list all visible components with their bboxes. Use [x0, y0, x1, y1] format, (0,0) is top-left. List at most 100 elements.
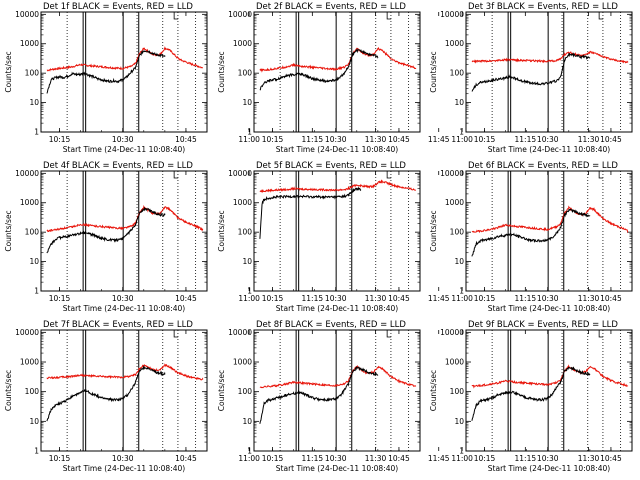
x-tick-label: 11:15 — [302, 294, 324, 303]
x-tick-label: 10:45 — [600, 135, 622, 144]
y-tick-label: 100 — [25, 228, 40, 237]
series-line-events — [259, 48, 379, 91]
x-tick-label: 10:45 — [388, 454, 410, 463]
y-axis-label: Counts/sec — [4, 51, 13, 92]
series-line-lld — [259, 365, 417, 389]
y-tick-label: 1000 — [233, 198, 252, 207]
series-line-lld — [46, 204, 204, 233]
plot-frame — [253, 170, 421, 292]
panel-det-1: Det 1f BLACK = Events, RED = LLD 1 10 100 10… — [4, 2, 450, 154]
y-tick-label: 10000 — [440, 328, 464, 337]
y-tick-label: 1 — [459, 128, 464, 137]
y-axis-label: Counts/sec — [429, 210, 438, 251]
x-tick-label: 11:00 — [451, 454, 473, 463]
panel-title: Det 8f BLACK = Events, RED = LLD — [256, 320, 406, 330]
panel-title: Det 3f BLACK = Events, RED = LLD — [468, 2, 618, 12]
panel-det-8: Det 8f BLACK = Events, RED = LLD 1 10 100 10… — [217, 320, 600, 473]
x-axis-label: Start Time (24-Dec-11 10:08:40) — [276, 464, 398, 473]
x-tick-label: 10:45 — [600, 454, 622, 463]
panel-det-2: Det 2f BLACK = Events, RED = LLD 1 10 100 10… — [217, 2, 600, 154]
x-tick-label: 11:00 — [238, 294, 260, 303]
y-tick-label: 10 — [29, 98, 39, 107]
x-tick-label: 11:45 — [428, 294, 450, 303]
x-tick-label: 11:00 — [451, 135, 473, 144]
series-line-lld — [259, 46, 417, 73]
plot-frame — [40, 170, 208, 292]
x-axis-label: Start Time (24-Dec-11 10:08:40) — [488, 464, 610, 473]
x-tick-label: 11:30 — [365, 135, 387, 144]
series-line-events — [259, 186, 362, 239]
y-tick-label: 1000 — [445, 198, 464, 207]
y-tick-label: 10 — [242, 257, 252, 266]
x-tick-label: 11:30 — [365, 294, 387, 303]
x-tick-label: 10:45 — [175, 454, 197, 463]
y-tick-label: 100 — [450, 387, 465, 396]
x-axis-label: Start Time (24-Dec-11 10:08:40) — [276, 304, 398, 313]
x-tick-label: 10:30 — [537, 294, 559, 303]
x-tick-label: 10:30 — [112, 135, 134, 144]
x-tick-label: 10:15 — [474, 135, 496, 144]
y-axis-label: Counts/sec — [217, 51, 226, 92]
y-tick-label: 1 — [34, 128, 39, 137]
corner-marker — [598, 171, 604, 179]
panel-title: Det 9f BLACK = Events, RED = LLD — [468, 320, 618, 330]
panel-title: Det 5f BLACK = Events, RED = LLD — [256, 161, 406, 171]
y-tick-label: 10000 — [440, 10, 464, 19]
y-tick-label: 1 — [34, 447, 39, 456]
y-tick-label: 10 — [29, 417, 39, 426]
series-line-events — [471, 51, 591, 92]
panel-title: Det 7f BLACK = Events, RED = LLD — [43, 320, 193, 330]
x-tick-label: 10:15 — [49, 135, 71, 144]
y-axis-label: Counts/sec — [217, 370, 226, 411]
y-tick-label: 1000 — [20, 198, 39, 207]
y-tick-label: 1 — [34, 287, 39, 296]
series-line-lld — [259, 179, 417, 193]
plot-frame — [465, 11, 633, 133]
corner-marker — [598, 330, 604, 338]
x-tick-label: 11:30 — [578, 135, 600, 144]
y-axis-label: Counts/sec — [429, 370, 438, 411]
x-axis-label: Start Time (24-Dec-11 10:08:40) — [63, 304, 185, 313]
y-tick-label: 1 — [459, 447, 464, 456]
y-axis-label: Counts/sec — [217, 210, 226, 251]
x-tick-label: 10:30 — [537, 454, 559, 463]
x-tick-label: 10:15 — [49, 294, 71, 303]
y-tick-label: 10000 — [15, 10, 39, 19]
x-tick-label: 10:15 — [262, 454, 284, 463]
y-tick-label: 1000 — [20, 358, 39, 367]
y-tick-label: 10 — [29, 257, 39, 266]
x-tick-label: 11:00 — [238, 135, 260, 144]
y-tick-label: 1000 — [233, 39, 252, 48]
x-axis-label: Start Time (24-Dec-11 10:08:40) — [488, 145, 610, 154]
y-tick-label: 1 — [247, 447, 252, 456]
x-tick-label: 11:30 — [365, 454, 387, 463]
x-axis-label: Start Time (24-Dec-11 10:08:40) — [276, 145, 398, 154]
x-tick-label: 10:45 — [175, 294, 197, 303]
y-tick-label: 10000 — [228, 10, 252, 19]
y-tick-label: 1000 — [233, 358, 252, 367]
y-tick-label: 100 — [450, 69, 465, 78]
series-line-lld — [471, 205, 629, 234]
y-tick-label: 10 — [454, 257, 464, 266]
series-line-lld — [46, 46, 203, 72]
y-axis-label: Counts/sec — [4, 370, 13, 411]
corner-marker — [173, 12, 179, 20]
y-tick-label: 10 — [454, 98, 464, 107]
x-tick-label: 11:15 — [515, 454, 537, 463]
x-axis-label: Start Time (24-Dec-11 10:08:40) — [488, 304, 610, 313]
y-tick-label: 10000 — [15, 328, 39, 337]
y-tick-label: 100 — [25, 387, 40, 396]
y-tick-label: 1 — [247, 287, 252, 296]
y-tick-label: 10 — [454, 417, 464, 426]
panel-det-3: Det 3f BLACK = Events, RED = LLD 1 10 100 10… — [429, 2, 633, 154]
x-tick-label: 10:30 — [112, 454, 134, 463]
x-tick-label: 10:30 — [325, 135, 347, 144]
x-tick-label: 11:00 — [238, 454, 260, 463]
x-tick-label: 10:15 — [262, 294, 284, 303]
plot-frame — [40, 11, 208, 133]
y-tick-label: 1000 — [445, 39, 464, 48]
y-tick-label: 1 — [247, 128, 252, 137]
corner-marker — [386, 330, 392, 338]
y-tick-label: 100 — [238, 69, 253, 78]
